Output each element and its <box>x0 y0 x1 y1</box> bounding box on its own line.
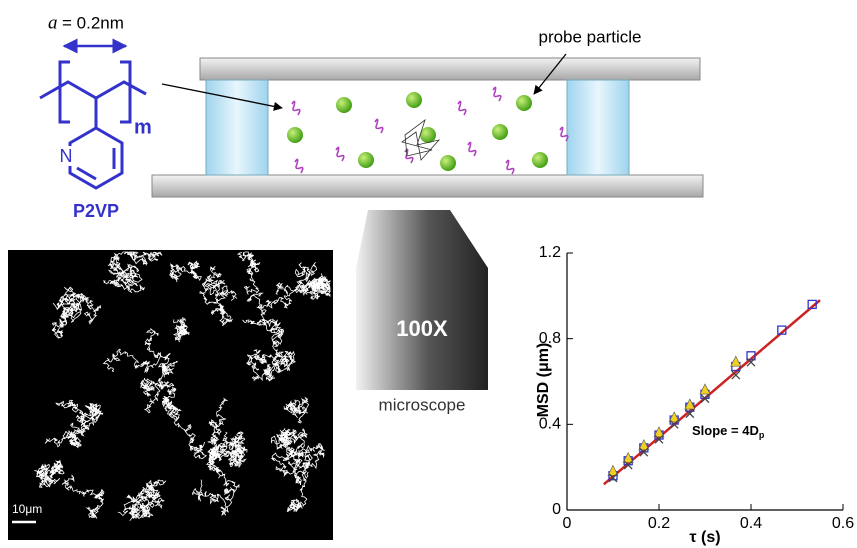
polymer-structure <box>40 46 146 188</box>
y-tick-label: 1.2 <box>539 244 561 261</box>
polymer-coil <box>458 101 466 115</box>
probe-particle <box>406 92 422 108</box>
x-tick-label: 0.4 <box>740 515 762 532</box>
triangle-point <box>700 384 710 394</box>
annotation-subscript: p <box>759 430 765 440</box>
polymer-coil <box>336 147 344 161</box>
y-axis-label: MSD (μm) <box>535 343 552 418</box>
probe-particle <box>336 97 352 113</box>
nitrogen-label: N <box>60 146 73 166</box>
x-tick-label: 0.2 <box>648 515 670 532</box>
bond-symbol: a <box>48 12 58 33</box>
probe-particle <box>440 155 456 171</box>
x-tick-label: 0 <box>563 515 572 532</box>
trajectory-image <box>8 250 333 540</box>
polymer-coil <box>375 119 383 133</box>
microscope-label: microscope <box>379 395 466 414</box>
x-axis-label: τ (s) <box>689 529 720 546</box>
polymer-coil <box>506 160 514 174</box>
repeat-index: m <box>134 116 152 138</box>
objective <box>356 210 488 390</box>
triangle-point <box>731 356 741 366</box>
y-tick-label: 0 <box>552 501 561 518</box>
annotation-text: Slope = 4D <box>692 423 759 438</box>
bond-label: = 0.2nm <box>62 13 124 32</box>
fit-line <box>604 300 820 484</box>
probe-particle <box>287 127 303 143</box>
probe-particle <box>492 124 508 140</box>
slope-annotation: Slope = 4Dp <box>692 423 765 440</box>
x-tick-label: 0.6 <box>832 515 854 532</box>
scale-bar-label: 10μm <box>12 502 42 516</box>
probe-particle <box>516 95 532 111</box>
polymer-name: P2VP <box>73 201 119 221</box>
msd-chart: 00.20.40.600.40.81.2 <box>539 244 854 532</box>
polymer-coil <box>292 101 300 115</box>
objective-label: 100X <box>396 316 448 341</box>
probe-particle <box>532 152 548 168</box>
polymer-coil <box>493 87 501 101</box>
probe-label: probe particle <box>538 27 641 46</box>
sample-cell <box>152 58 703 197</box>
figure: a = 0.2nm m N P2VP probe particle 100X m… <box>0 0 857 548</box>
polymer-coil <box>295 159 303 173</box>
probe-particle <box>358 152 374 168</box>
polymer-coil <box>468 142 476 156</box>
